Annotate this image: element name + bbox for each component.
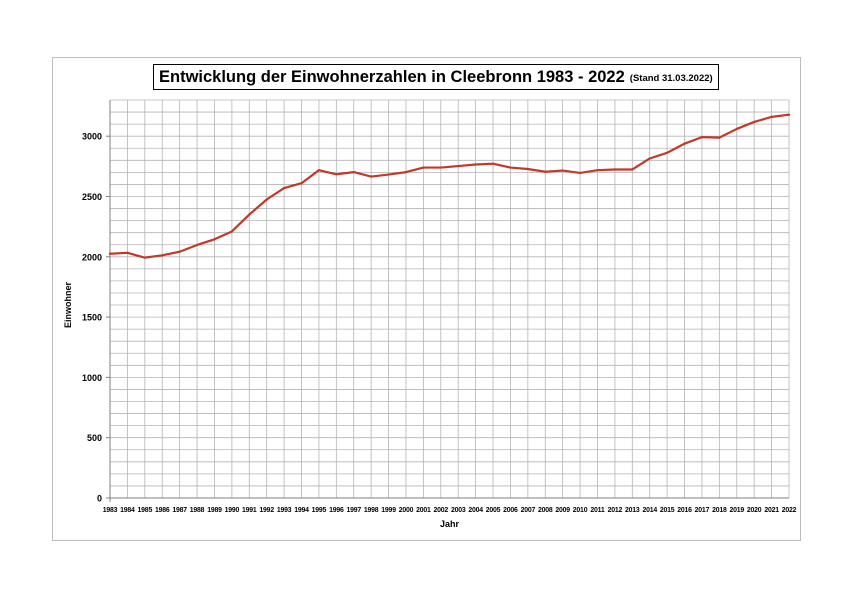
data-point	[265, 198, 268, 201]
x-tick-label: 2005	[486, 507, 501, 514]
data-point	[613, 168, 616, 171]
x-tick-label: 2006	[503, 507, 518, 514]
chart-title: Entwicklung der Einwohnerzahlen in Cleeb…	[159, 67, 625, 86]
data-point	[248, 213, 251, 216]
y-tick-label: 500	[87, 433, 102, 443]
data-point	[108, 252, 112, 255]
data-point	[335, 173, 338, 176]
x-tick-label: 2000	[399, 507, 414, 514]
x-tick-label: 2017	[695, 507, 710, 514]
x-tick-label: 1991	[242, 507, 257, 514]
series-line	[108, 113, 791, 259]
x-tick-label: 2009	[555, 507, 570, 514]
data-point	[491, 162, 495, 165]
data-point	[213, 238, 216, 241]
x-tick-label: 2013	[625, 507, 640, 514]
data-point	[126, 251, 129, 254]
x-tick-label: 1986	[155, 507, 170, 514]
x-tick-label: 2015	[660, 507, 675, 514]
data-point	[283, 186, 286, 190]
x-tick-label: 2001	[416, 507, 431, 514]
data-point	[422, 166, 425, 169]
data-point	[526, 167, 529, 171]
x-tick-label: 2021	[764, 507, 779, 514]
x-tick-label: 1985	[138, 507, 153, 514]
data-point	[578, 171, 582, 175]
y-tick-label: 0	[97, 494, 102, 504]
data-point	[230, 230, 233, 233]
x-tick-label: 2011	[590, 507, 605, 514]
data-point	[561, 169, 564, 172]
y-axis-title: Einwohner	[63, 282, 73, 328]
data-point	[631, 168, 634, 171]
data-point	[457, 164, 460, 168]
data-point	[178, 250, 181, 253]
y-tick-label: 2500	[82, 192, 102, 202]
x-tick-label: 1993	[277, 507, 292, 514]
x-tick-label: 2010	[573, 507, 588, 514]
data-point	[770, 115, 773, 118]
data-point	[143, 256, 146, 259]
y-tick-label: 1000	[82, 373, 102, 383]
x-tick-label: 2020	[747, 507, 762, 514]
data-point	[404, 171, 408, 174]
x-tick-label: 2018	[712, 507, 727, 514]
x-tick-label: 1983	[103, 507, 118, 514]
x-tick-label: 2019	[730, 507, 745, 514]
data-point	[352, 171, 355, 174]
x-tick-label: 1994	[294, 507, 309, 514]
y-tick-label: 3000	[82, 132, 102, 142]
data-point	[300, 182, 303, 185]
x-tick-label: 1989	[207, 507, 222, 514]
x-tick-label: 1995	[312, 507, 327, 514]
x-tick-label: 2012	[608, 507, 623, 514]
x-tick-label: 2014	[642, 507, 657, 514]
data-point	[317, 169, 321, 172]
data-point	[718, 136, 721, 139]
x-tick-label: 2008	[538, 507, 553, 514]
x-tick-label: 1988	[190, 507, 205, 514]
data-point	[544, 170, 547, 173]
x-tick-label: 1992	[259, 507, 274, 514]
data-point	[161, 254, 164, 257]
chart-subtitle: (Stand 31.03.2022)	[629, 72, 713, 84]
data-point	[195, 243, 199, 247]
data-point	[753, 120, 756, 124]
x-axis-title: Jahr	[440, 519, 460, 529]
data-point	[787, 113, 791, 116]
x-tick-label: 1984	[120, 507, 135, 514]
x-tick-label: 1998	[364, 507, 379, 514]
chart-frame	[52, 57, 801, 541]
data-point	[439, 166, 442, 169]
data-point	[683, 142, 686, 145]
data-point	[666, 151, 669, 154]
x-tick-label: 1990	[225, 507, 240, 514]
y-tick-label: 1500	[82, 313, 102, 323]
chart-title-box: Entwicklung der Einwohnerzahlen in Cleeb…	[153, 64, 719, 90]
data-point	[509, 166, 512, 169]
data-point	[370, 175, 373, 178]
data-point	[648, 157, 651, 160]
data-point	[474, 163, 477, 166]
x-tick-label: 1997	[346, 507, 361, 514]
x-tick-label: 1996	[329, 507, 344, 514]
x-tick-label: 2016	[677, 507, 692, 514]
x-tick-label: 2002	[434, 507, 449, 514]
data-point	[387, 173, 390, 176]
x-tick-label: 2003	[451, 507, 466, 514]
x-tick-label: 2004	[468, 507, 483, 514]
x-tick-label: 1999	[381, 507, 396, 514]
data-point	[596, 169, 599, 172]
data-point	[700, 136, 704, 139]
x-tick-label: 2022	[782, 507, 797, 514]
x-tick-label: 2007	[521, 507, 536, 514]
x-tick-label: 1987	[172, 507, 187, 514]
data-point	[735, 127, 738, 131]
y-tick-label: 2000	[82, 252, 102, 262]
